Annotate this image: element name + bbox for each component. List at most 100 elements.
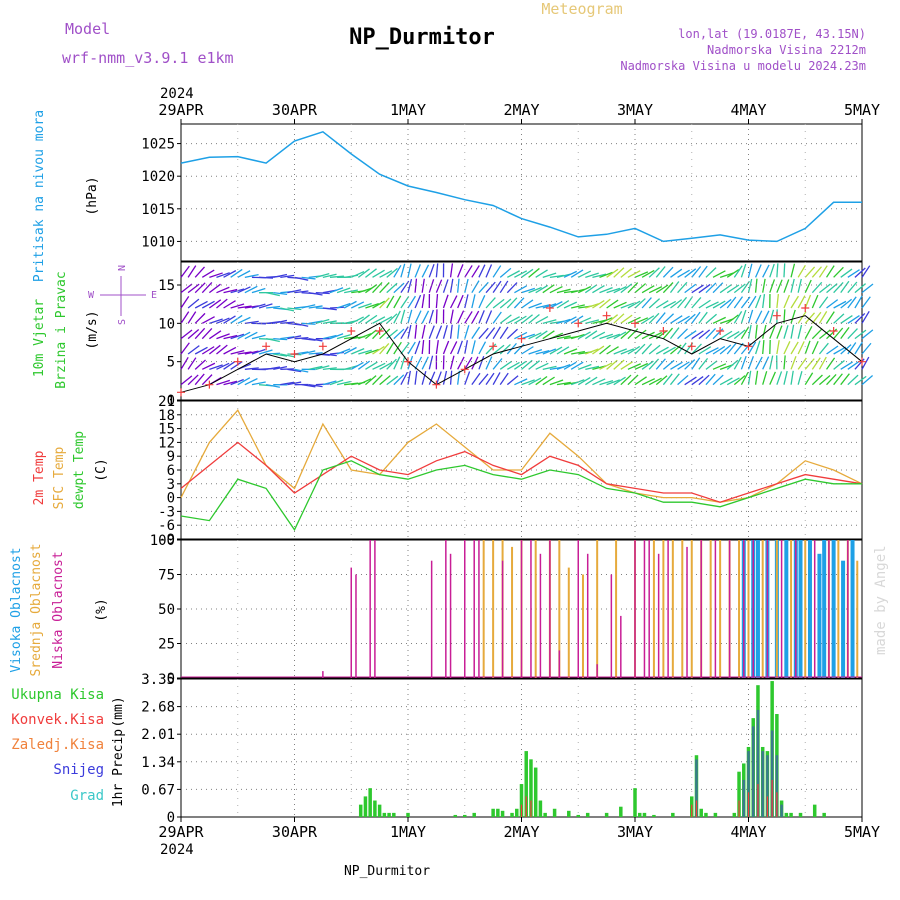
wind-arrow xyxy=(287,289,302,294)
wind-arrow xyxy=(804,266,816,278)
wind-arrow xyxy=(478,341,487,355)
wind-arrow xyxy=(754,324,758,339)
wind-arrow xyxy=(478,327,489,340)
wind-arrow xyxy=(719,272,734,278)
wind-arrow xyxy=(336,287,351,294)
wind-arrow xyxy=(641,315,655,324)
total-precip-bar xyxy=(363,796,368,817)
wind-arrow xyxy=(499,280,509,294)
total-precip-bar xyxy=(510,812,514,817)
wind-arrow xyxy=(273,273,288,278)
x-tick-label-top: 5MAY xyxy=(844,101,880,119)
wind-arrow xyxy=(684,283,697,294)
wind-arrow xyxy=(691,266,702,278)
total-precip-bar xyxy=(538,800,543,817)
wind-arrow xyxy=(740,263,747,278)
wind-arrow xyxy=(819,329,831,340)
wind-arrow xyxy=(358,378,372,386)
wind-arrow xyxy=(811,328,823,340)
wind-arrow xyxy=(280,321,295,324)
wind-arrow xyxy=(308,305,323,309)
wind-arrow xyxy=(492,326,501,340)
wind-arrow xyxy=(400,280,410,294)
wind-arrow xyxy=(365,329,377,340)
wind-arrow xyxy=(790,263,796,278)
low-cloud-bar xyxy=(501,560,504,678)
mid-cloud-bar xyxy=(804,540,807,678)
wind-arrow xyxy=(506,375,519,386)
wind-arrow xyxy=(606,287,621,294)
wind-gust-mark xyxy=(545,304,554,312)
wind-gust-mark xyxy=(432,380,441,389)
wind-arrow xyxy=(747,278,753,293)
total-precip-bar xyxy=(552,808,557,817)
mid-cloud-bar xyxy=(558,540,561,678)
wind-arrow xyxy=(471,280,480,293)
wind-arrow xyxy=(754,264,762,278)
wind-arrow xyxy=(840,298,853,309)
mid-cloud-bar xyxy=(671,540,674,678)
wind-arrow xyxy=(237,305,252,309)
year-top: 2024 xyxy=(160,86,194,102)
low-cloud-bar xyxy=(743,540,745,678)
wind-arrow xyxy=(833,327,844,340)
wind-arrow xyxy=(648,286,663,294)
wind-arrow xyxy=(266,305,281,309)
total-precip-bar xyxy=(576,814,580,817)
wind-arrow xyxy=(421,370,427,385)
cloud-ylabel-low: Niska Oblacnost xyxy=(51,551,66,668)
wind-arrow xyxy=(825,311,835,324)
wind-arrow xyxy=(528,302,542,309)
wind-arrow xyxy=(201,328,213,340)
wind-arrow xyxy=(521,379,535,386)
altitude-label: Nadmorska Visina 2212m xyxy=(707,43,866,57)
wind-arrow xyxy=(648,267,660,278)
temp-ytick-label: 6 xyxy=(167,463,175,479)
meteogram-label: Meteogram xyxy=(541,0,622,18)
wind-arrow xyxy=(825,357,836,370)
wind-arrow xyxy=(854,329,867,340)
conv-precip-bar xyxy=(525,796,527,817)
wind-arrow xyxy=(613,267,625,278)
wind-arrow xyxy=(351,348,365,355)
wind-arrow xyxy=(733,356,742,370)
precip-legend-grad: Grad xyxy=(70,788,104,804)
wind-arrow xyxy=(492,311,502,324)
mid-cloud-bar xyxy=(747,540,750,678)
wind-arrow xyxy=(201,282,213,294)
wind-arrow xyxy=(294,368,309,373)
compass-e: E xyxy=(151,290,157,301)
wind-arrow xyxy=(400,296,410,309)
wind-arrow xyxy=(464,311,473,324)
wind-arrow xyxy=(449,309,454,324)
wind-arrow xyxy=(762,324,767,339)
wind-arrow xyxy=(556,364,571,370)
wind-arrow xyxy=(670,268,683,278)
wind-arrow xyxy=(400,326,409,340)
wind-gust-mark xyxy=(375,327,384,335)
wind-arrow xyxy=(357,360,371,370)
wind-arrow xyxy=(712,282,724,294)
wind-arrow xyxy=(372,374,383,386)
wind-arrow xyxy=(819,375,831,386)
wind-arrow xyxy=(705,360,718,370)
wind-arrow xyxy=(216,344,228,355)
wind-arrow xyxy=(393,328,405,340)
pressure-ylabel-unit: (hPa) xyxy=(85,176,100,215)
total-precip-bar xyxy=(543,812,547,817)
wind-arrow xyxy=(684,296,694,309)
wind-arrow xyxy=(570,333,585,340)
total-precip-bar xyxy=(652,814,656,817)
wind-arrow xyxy=(641,378,656,386)
wind-arrow xyxy=(535,362,549,370)
wind-arrow xyxy=(194,266,206,278)
wind-arrow xyxy=(535,269,548,278)
wind-arrow xyxy=(847,269,860,278)
model-altitude-label: Nadmorska Visina u modelu 2024.23m xyxy=(620,59,866,73)
wind-arrow xyxy=(542,348,557,355)
precip-bars xyxy=(358,681,826,817)
wind-gust-mark xyxy=(659,327,668,335)
wind-arrow xyxy=(670,361,683,370)
wind-arrow xyxy=(854,312,866,324)
low-cloud-bar xyxy=(752,540,754,678)
